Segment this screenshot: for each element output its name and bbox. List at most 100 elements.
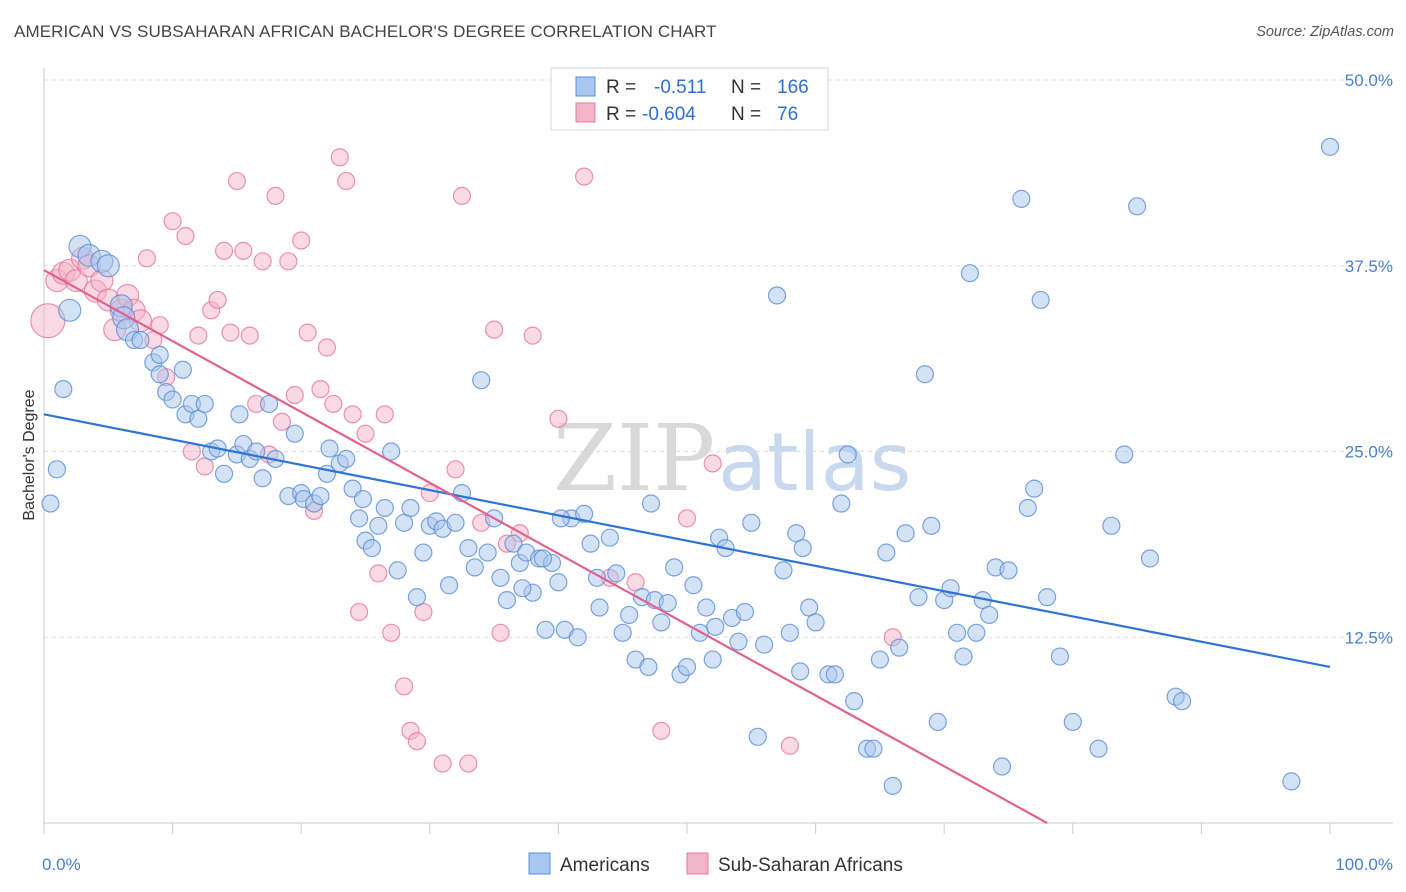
subsaharan-point-34 bbox=[266, 186, 285, 206]
chart-source: Source: ZipAtlas.com bbox=[1256, 24, 1394, 40]
americans-point-116 bbox=[806, 613, 825, 632]
americans-point-126 bbox=[883, 776, 902, 795]
americans-point-25 bbox=[214, 464, 234, 483]
subsaharan-point-28 bbox=[227, 171, 246, 191]
subsaharan-point-15 bbox=[137, 249, 156, 268]
americans-point-55 bbox=[407, 588, 427, 607]
americans-point-56 bbox=[414, 543, 433, 562]
bottom-legend-americans: Americans bbox=[560, 855, 650, 876]
americans-point-81 bbox=[575, 504, 594, 524]
legend-n-value-2: 76 bbox=[777, 104, 798, 125]
americans-point-114 bbox=[793, 538, 812, 558]
americans-point-153 bbox=[1140, 549, 1160, 568]
americans-point-1 bbox=[47, 460, 66, 479]
subsaharan-point-73 bbox=[703, 454, 722, 473]
axes bbox=[43, 68, 1393, 834]
americans-point-93 bbox=[652, 613, 671, 632]
legend-r-value-1: -0.511 bbox=[654, 77, 706, 98]
americans-point-106 bbox=[735, 602, 754, 622]
americans-point-158 bbox=[533, 549, 553, 568]
americans-point-17 bbox=[163, 390, 182, 409]
y-tick-label-0: 12.5% bbox=[1345, 628, 1393, 647]
americans-point-160 bbox=[551, 509, 571, 528]
americans-point-125 bbox=[877, 543, 896, 562]
americans-point-31 bbox=[253, 469, 272, 488]
chart-title: AMERICAN VS SUBSAHARAN AFRICAN BACHELOR'… bbox=[14, 22, 717, 41]
americans-point-159 bbox=[513, 579, 532, 598]
americans-point-157 bbox=[1320, 137, 1340, 156]
subsaharan-trend-line bbox=[43, 269, 1048, 824]
americans-point-97 bbox=[677, 657, 697, 677]
americans-point-163 bbox=[890, 638, 909, 657]
americans-point-112 bbox=[780, 623, 799, 642]
americans-point-82 bbox=[581, 534, 600, 553]
americans-point-85 bbox=[600, 528, 619, 547]
americans-point-162 bbox=[706, 617, 725, 636]
subsaharan-point-25 bbox=[208, 290, 227, 310]
subsaharan-point-26 bbox=[214, 241, 234, 260]
subsaharan-point-67 bbox=[549, 409, 568, 428]
americans-point-101 bbox=[703, 650, 722, 669]
americans-point-120 bbox=[838, 445, 857, 464]
americans-point-22 bbox=[195, 394, 214, 414]
subsaharan-point-74 bbox=[780, 736, 799, 755]
subsaharan-point-62 bbox=[485, 320, 504, 339]
americans-point-161 bbox=[641, 494, 661, 513]
americans-point-145 bbox=[1031, 290, 1050, 310]
americans-point-60 bbox=[439, 576, 459, 595]
x-tick-label-min: 0.0% bbox=[42, 855, 81, 874]
subsaharan-point-48 bbox=[356, 424, 375, 443]
americans-point-46 bbox=[353, 489, 373, 509]
subsaharan-point-66 bbox=[523, 326, 542, 345]
subsaharan-point-68 bbox=[575, 167, 594, 186]
watermark: ZIP atlas bbox=[553, 405, 911, 512]
americans-point-88 bbox=[620, 605, 639, 625]
americans-point-70 bbox=[504, 534, 523, 553]
subsaharan-point-22 bbox=[189, 326, 208, 345]
legend-swatch-americans bbox=[575, 76, 596, 97]
subsaharan-point-52 bbox=[394, 677, 414, 696]
americans-trend-line bbox=[43, 413, 1331, 669]
subsaharan-point-29 bbox=[234, 241, 253, 260]
americans-point-109 bbox=[755, 635, 774, 654]
americans-point-149 bbox=[1089, 739, 1108, 758]
americans-point-144 bbox=[1025, 479, 1044, 498]
subsaharan-point-60 bbox=[459, 754, 478, 773]
x-tick-labels: 0.0% 100.0% bbox=[42, 855, 1393, 874]
americans-point-52 bbox=[388, 561, 407, 580]
americans-point-142 bbox=[1012, 189, 1031, 208]
y-tick-label-2: 37.5% bbox=[1345, 257, 1393, 276]
watermark-zip: ZIP bbox=[553, 405, 715, 512]
americans-point-68 bbox=[491, 568, 510, 587]
americans-point-107 bbox=[742, 513, 761, 532]
americans-point-164 bbox=[980, 605, 999, 625]
americans-point-51 bbox=[382, 442, 401, 461]
americans-point-121 bbox=[845, 692, 864, 711]
americans-point-119 bbox=[832, 494, 851, 513]
stats-legend-box bbox=[550, 67, 829, 131]
americans-point-110 bbox=[767, 286, 787, 305]
subsaharan-point-19 bbox=[163, 212, 182, 231]
americans-point-63 bbox=[459, 538, 478, 558]
americans-point-45 bbox=[349, 509, 369, 528]
americans-point-118 bbox=[825, 665, 844, 684]
subsaharan-point-71 bbox=[652, 721, 671, 740]
legend-r-label-1: R = bbox=[606, 77, 636, 98]
y-tick-label-1: 25.0% bbox=[1345, 443, 1393, 462]
americans-point-137 bbox=[967, 623, 986, 642]
legend-r-value-2: -0.604 bbox=[642, 104, 696, 125]
watermark-atlas: atlas bbox=[718, 416, 911, 509]
americans-point-66 bbox=[478, 543, 497, 562]
subsaharan-point-37 bbox=[285, 385, 304, 405]
americans-point-100 bbox=[697, 598, 716, 617]
americans-point-48 bbox=[362, 538, 382, 558]
americans-point-150 bbox=[1102, 516, 1121, 535]
legend-r-label-2: R = bbox=[606, 104, 636, 125]
subsaharan-point-32 bbox=[253, 252, 272, 271]
americans-point-77 bbox=[549, 573, 568, 592]
subsaharan-point-42 bbox=[317, 338, 337, 357]
y-tick-labels: 12.5% 25.0% 37.5% 50.0% bbox=[1345, 71, 1393, 647]
americans-point-95 bbox=[665, 558, 684, 577]
subsaharan-point-51 bbox=[382, 623, 401, 642]
americans-point-151 bbox=[1115, 445, 1134, 464]
